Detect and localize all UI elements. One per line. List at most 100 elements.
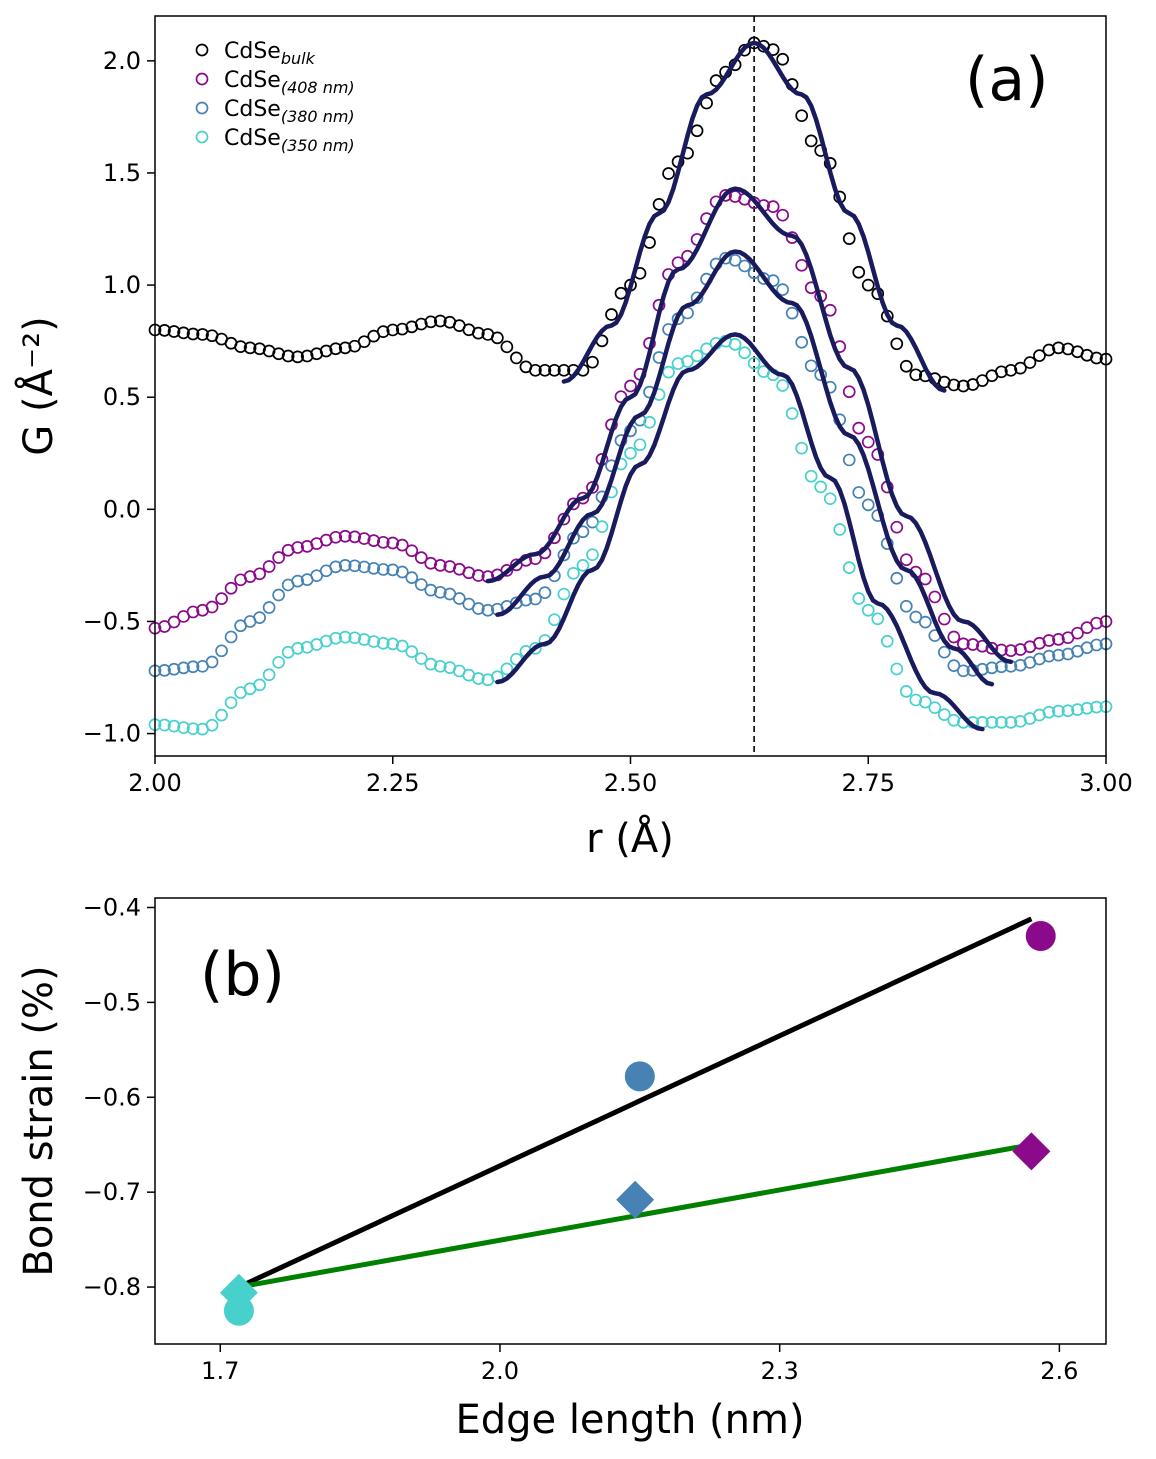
y-tick-label: −0.6 bbox=[83, 1083, 141, 1111]
y-tick-label: −0.4 bbox=[83, 893, 141, 921]
data-point bbox=[1023, 356, 1037, 369]
data-point bbox=[956, 379, 970, 393]
data-point bbox=[567, 497, 580, 511]
data-point bbox=[348, 559, 362, 573]
data-point bbox=[433, 559, 447, 572]
data-point bbox=[652, 198, 666, 211]
data-point bbox=[329, 342, 343, 356]
data-point bbox=[871, 612, 885, 626]
data-point bbox=[614, 286, 628, 300]
panel-b: 1.7 2.0 2.3 2.6 −0.8 −0.7 −0.6 −0.5 −0.4 (b) Edg… bbox=[16, 893, 1107, 1443]
data-point bbox=[548, 613, 561, 627]
data-point bbox=[937, 612, 951, 626]
data-point bbox=[395, 639, 409, 653]
x-tick-label: 2.3 bbox=[761, 1357, 799, 1385]
data-point bbox=[909, 368, 923, 382]
data-point bbox=[224, 696, 238, 710]
legend-label: CdSe(408 nm) bbox=[224, 68, 355, 97]
data-point bbox=[795, 258, 809, 272]
data-point bbox=[766, 200, 780, 213]
data-point bbox=[386, 536, 400, 550]
data-point bbox=[890, 571, 904, 585]
y-tick-label: 0.0 bbox=[103, 495, 141, 523]
data-point bbox=[548, 363, 561, 377]
data-point bbox=[234, 340, 247, 353]
data-point bbox=[985, 716, 999, 729]
data-point bbox=[852, 421, 866, 435]
data-point bbox=[500, 564, 514, 577]
data-point bbox=[757, 272, 770, 285]
data-point bbox=[918, 572, 932, 586]
data-point bbox=[376, 563, 390, 576]
data-point bbox=[995, 365, 1008, 379]
data-point bbox=[747, 356, 761, 370]
data-point bbox=[424, 657, 438, 671]
data-point bbox=[557, 363, 571, 377]
x-tick-label: 2.00 bbox=[128, 769, 181, 797]
data-point bbox=[196, 328, 209, 341]
data-point bbox=[671, 357, 685, 370]
data-point bbox=[471, 602, 485, 615]
data-point bbox=[205, 655, 219, 669]
data-point bbox=[995, 660, 1008, 674]
data-point bbox=[167, 719, 181, 733]
legend-entry: CdSe(350 nm) bbox=[195, 126, 355, 155]
data-point bbox=[395, 322, 409, 336]
data-point bbox=[861, 435, 875, 449]
panel-a-xlabel: r (Å) bbox=[586, 814, 674, 862]
data-point bbox=[728, 253, 742, 267]
data-point bbox=[357, 560, 371, 574]
data-point bbox=[909, 693, 923, 707]
data-point bbox=[414, 652, 428, 665]
data-point bbox=[1071, 626, 1084, 640]
data-point bbox=[937, 645, 951, 659]
data-point bbox=[376, 325, 390, 339]
data-point bbox=[586, 355, 599, 369]
data-point bbox=[842, 232, 856, 245]
data-point bbox=[852, 592, 866, 605]
data-point bbox=[776, 208, 790, 222]
data-point bbox=[367, 534, 381, 547]
data-point bbox=[719, 251, 732, 265]
data-point bbox=[995, 716, 1008, 729]
data-point bbox=[414, 578, 428, 591]
data-point bbox=[1042, 343, 1056, 357]
data-point bbox=[738, 259, 751, 273]
y-tick-label: −0.5 bbox=[83, 607, 141, 635]
data-point bbox=[557, 548, 571, 562]
data-point bbox=[1042, 705, 1056, 719]
legend-entry: CdSebulk bbox=[195, 39, 316, 68]
data-point bbox=[272, 347, 285, 361]
x-tick-label: 2.50 bbox=[604, 769, 657, 797]
data-point bbox=[414, 317, 428, 331]
panel-a-frame bbox=[154, 15, 1107, 757]
data-point bbox=[662, 365, 675, 379]
data-point bbox=[776, 379, 790, 392]
data-point bbox=[291, 574, 304, 588]
data-point bbox=[186, 327, 200, 341]
data-point bbox=[785, 407, 799, 420]
data-point bbox=[947, 713, 961, 727]
data-point bbox=[690, 291, 704, 305]
legend-entry: CdSe(380 nm) bbox=[195, 97, 355, 126]
y-tick-label: −0.7 bbox=[83, 1178, 141, 1206]
data-point bbox=[890, 337, 904, 351]
data-point bbox=[1071, 703, 1084, 716]
data-point bbox=[1052, 648, 1065, 662]
data-point bbox=[357, 532, 371, 545]
y-tick-label: 2.0 bbox=[103, 47, 141, 75]
data-point bbox=[329, 560, 343, 574]
panel-a-ylabel: G (Å⁻²) bbox=[14, 316, 62, 455]
data-point bbox=[918, 615, 932, 629]
fit-curve bbox=[485, 186, 1014, 665]
data-point bbox=[567, 566, 580, 580]
y-tick-label: −0.8 bbox=[83, 1273, 141, 1301]
y-tick-label: −1.0 bbox=[83, 720, 141, 748]
series-3 bbox=[148, 334, 1113, 736]
data-point bbox=[595, 520, 609, 534]
data-point bbox=[167, 325, 181, 338]
data-point bbox=[433, 314, 447, 328]
data-point bbox=[899, 553, 913, 567]
data-point bbox=[262, 560, 276, 573]
